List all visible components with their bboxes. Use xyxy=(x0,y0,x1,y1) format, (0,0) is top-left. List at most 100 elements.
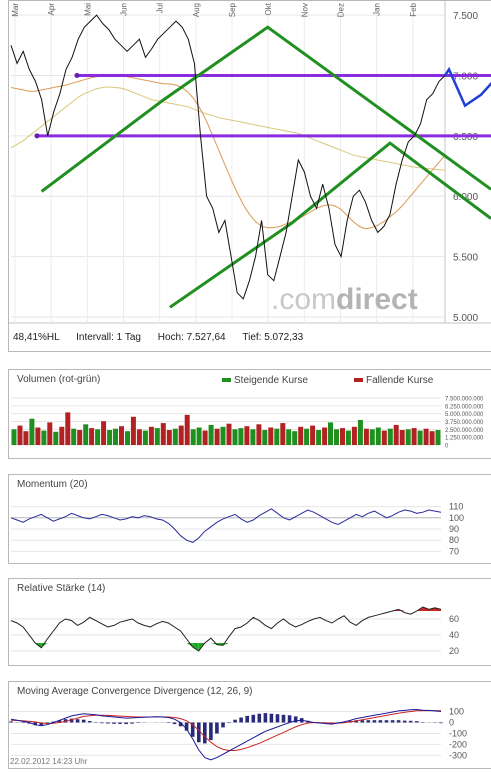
macd-histogram-bar xyxy=(197,723,201,743)
volume-y-tick: 6.250.000.000 xyxy=(445,404,484,410)
rsi-line xyxy=(11,607,441,651)
volume-bar xyxy=(418,431,423,445)
momentum-title: Momentum (20) xyxy=(17,479,88,490)
volume-bar xyxy=(244,426,249,445)
macd-histogram-bar xyxy=(439,723,443,724)
volume-y-tick: 3.750.000.000 xyxy=(445,420,484,426)
legend-down-swatch xyxy=(354,378,363,382)
macd-histogram-bar xyxy=(409,721,413,723)
resistance-line-start xyxy=(35,133,40,138)
volume-bar xyxy=(388,429,393,445)
macd-histogram-bar xyxy=(130,723,134,724)
volume-bar xyxy=(340,428,345,445)
volume-bar xyxy=(215,429,220,445)
volume-bar xyxy=(107,430,112,445)
volume-bar xyxy=(47,422,52,445)
macd-histogram-bar xyxy=(82,720,86,723)
macd-histogram-bar xyxy=(88,721,92,722)
macd-histogram-bar xyxy=(233,720,237,723)
macd-histogram-bar xyxy=(106,723,110,724)
legend-up: Steigende Kurse xyxy=(222,375,308,386)
volume-bar xyxy=(125,431,130,445)
volume-bar xyxy=(18,426,23,445)
volume-bar xyxy=(400,430,405,445)
volume-bar xyxy=(83,424,88,445)
low-value: Tief: 5.072,33 xyxy=(242,332,303,343)
legend-up-label: Steigende Kurse xyxy=(234,375,308,386)
momentum-y-tick: 90 xyxy=(449,524,459,534)
macd-histogram-bar xyxy=(209,723,213,741)
rsi-y-tick: 60 xyxy=(449,614,459,624)
legend-up-swatch xyxy=(222,378,231,382)
volume-bar xyxy=(179,426,184,445)
interval-value: Intervall: 1 Tag xyxy=(76,332,141,343)
macd-histogram-bar xyxy=(9,721,13,722)
volume-bar xyxy=(268,428,273,446)
volume-bar xyxy=(370,429,375,445)
macd-histogram-bar xyxy=(215,723,219,734)
volume-bar xyxy=(274,429,279,445)
volume-bar xyxy=(233,429,238,445)
price-x-tick: Mai xyxy=(83,3,92,16)
price-y-tick: 5.000 xyxy=(453,313,478,324)
macd-histogram-bar xyxy=(239,718,243,723)
volume-bar xyxy=(65,412,70,445)
macd-histogram-bar xyxy=(76,719,80,722)
volume-bar xyxy=(430,431,435,445)
volume-bar xyxy=(316,430,321,445)
volume-bar xyxy=(197,428,202,446)
macd-histogram-bar xyxy=(397,720,401,722)
volume-bar xyxy=(334,429,339,445)
momentum-y-tick: 80 xyxy=(449,535,459,545)
rsi-y-tick: 20 xyxy=(449,646,459,656)
price-x-tick: Sep xyxy=(228,2,237,17)
volume-bar xyxy=(304,429,309,445)
macd-histogram-bar xyxy=(136,723,140,724)
macd-histogram-bar xyxy=(415,721,419,722)
volume-bar xyxy=(101,421,106,445)
macd-histogram-bar xyxy=(385,720,389,722)
volume-y-tick: 7.500.000.000 xyxy=(445,397,484,403)
moving-average-line xyxy=(11,87,445,170)
macd-y-tick: 100 xyxy=(449,706,464,716)
volume-bar xyxy=(280,423,285,445)
macd-histogram-bar xyxy=(258,714,262,723)
price-x-tick: Aug xyxy=(192,3,201,17)
macd-histogram-bar xyxy=(403,721,407,723)
price-x-tick: Okt xyxy=(264,2,273,15)
price-x-tick: Jun xyxy=(120,3,129,16)
macd-histogram-bar xyxy=(124,723,128,725)
price-y-tick: 5.500 xyxy=(453,253,478,264)
volume-bar xyxy=(12,429,17,445)
price-x-tick: Mar xyxy=(11,3,20,17)
macd-histogram-bar xyxy=(221,723,225,728)
volume-bar xyxy=(23,431,28,445)
volume-bar xyxy=(364,429,369,445)
volume-bar xyxy=(173,429,178,445)
volume-bar xyxy=(155,428,160,445)
volume-bar xyxy=(424,429,429,445)
macd-y-tick: -200 xyxy=(449,739,467,749)
volume-bar xyxy=(95,429,100,445)
volume-y-tick: 2.500.000.000 xyxy=(445,428,484,434)
volume-bar xyxy=(286,429,291,445)
volume-bar xyxy=(436,430,441,445)
macd-histogram-bar xyxy=(252,715,256,723)
legend-down-label: Fallende Kurse xyxy=(366,375,433,386)
macd-histogram-bar xyxy=(21,723,25,724)
rsi-title: Relative Stärke (14) xyxy=(17,583,105,594)
macd-title: Moving Average Convergence Divergence (1… xyxy=(17,686,253,697)
watermark-part-a: .com xyxy=(271,283,336,316)
resistance-line-start xyxy=(75,73,80,78)
volume-y-tick: 5.000.000.000 xyxy=(445,412,484,418)
macd-histogram-bar xyxy=(282,715,286,723)
timestamp: 22.02.2012 14:23 Uhr xyxy=(10,757,87,766)
volume-bar xyxy=(221,427,226,445)
volume-bar xyxy=(310,426,315,445)
price-x-tick: Dez xyxy=(337,3,346,17)
volume-bar xyxy=(412,428,417,445)
volume-bar xyxy=(137,429,142,445)
volume-bar xyxy=(238,428,243,445)
volume-bar xyxy=(89,428,94,445)
